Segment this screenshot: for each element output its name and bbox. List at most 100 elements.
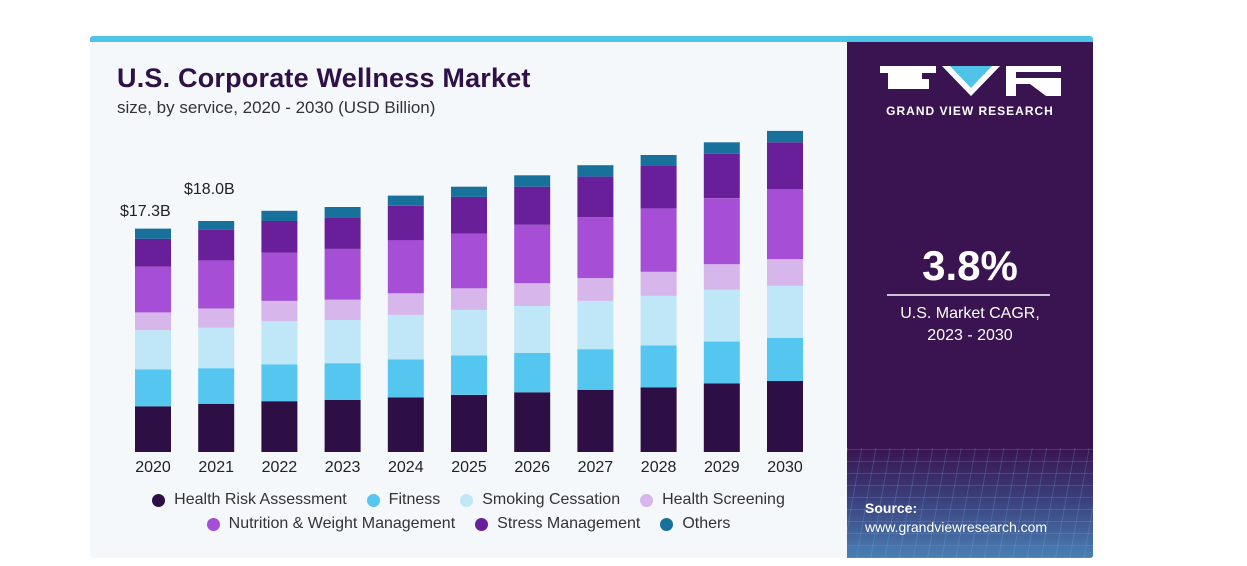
bar-2021-segment-1 — [198, 368, 235, 404]
bar-2024-segment-3 — [387, 293, 424, 315]
bar-2021-segment-0 — [198, 403, 235, 452]
cagr-value: 3.8% — [922, 242, 1018, 289]
bar-2027-segment-1 — [577, 349, 614, 390]
bar-2024-segment-1 — [387, 359, 424, 398]
bar-2020-segment-4 — [135, 266, 171, 313]
bar-2029-segment-5 — [703, 153, 740, 199]
source-label: Source: — [865, 500, 918, 516]
bar-2028-segment-3 — [640, 271, 677, 296]
bar-2022-segment-0 — [261, 401, 298, 452]
chart-subtitle: size, by service, 2020 - 2030 (USD Billi… — [117, 98, 436, 117]
legend-item: Smoking Cessation — [460, 491, 620, 509]
legend-label: Fitness — [388, 491, 441, 508]
chart-title: U.S. Corporate Wellness Market — [117, 63, 531, 93]
bar-2029-segment-3 — [703, 264, 740, 290]
bar-2023-segment-0 — [324, 400, 361, 452]
x-tick-label: 2027 — [578, 459, 614, 476]
legend-item: Stress Management — [475, 515, 640, 533]
bar-2023-segment-2 — [324, 320, 361, 364]
bar-2027-segment-6 — [577, 165, 614, 177]
bar-2020-segment-6 — [135, 228, 171, 239]
x-tick-label: 2028 — [641, 459, 677, 476]
legend-label: Health Screening — [662, 491, 785, 508]
bar-2025-segment-5 — [451, 196, 487, 234]
bar-2030-segment-3 — [767, 259, 803, 286]
annotation-2020: $17.3B — [120, 203, 171, 220]
bar-2028-segment-4 — [640, 208, 677, 272]
bar-2023-segment-5 — [324, 217, 361, 249]
legend-item: Fitness — [366, 491, 441, 509]
bar-2030-segment-4 — [767, 189, 803, 260]
bar-2026-segment-4 — [514, 224, 551, 284]
x-tick-label: 2024 — [388, 459, 424, 476]
bar-2024-segment-2 — [387, 314, 424, 360]
bar-2021-segment-3 — [198, 308, 235, 328]
bar-2025-segment-3 — [451, 288, 487, 310]
divider — [887, 294, 1050, 296]
bar-2020-segment-2 — [135, 330, 171, 370]
bar-2022-segment-4 — [261, 252, 298, 301]
legend-item: Health Screening — [640, 491, 785, 509]
legend-swatch — [152, 493, 166, 507]
bar-2020-segment-0 — [135, 406, 171, 452]
bar-2028-segment-2 — [640, 295, 677, 346]
bar-2027-segment-0 — [577, 389, 614, 452]
bar-2020-segment-1 — [135, 369, 171, 407]
bar-2029-segment-4 — [703, 198, 740, 265]
bar-2026-segment-5 — [514, 186, 551, 225]
legend-row-2: Nutrition & Weight Management Stress Mana… — [90, 515, 847, 533]
bar-2023-segment-6 — [324, 207, 361, 218]
legend-item: Health Risk Assessment — [152, 491, 347, 509]
legend-swatch — [460, 493, 474, 507]
bar-2024-segment-5 — [387, 205, 424, 241]
bar-2022-segment-5 — [261, 221, 298, 253]
bar-2027-segment-2 — [577, 301, 614, 350]
bar-2020-segment-5 — [135, 238, 171, 267]
side-panel: GRAND VIEW RESEARCH 3.8% U.S. Market CAG… — [847, 42, 1093, 558]
source-url: www.grandviewresearch.com — [865, 519, 1048, 535]
x-tick-label: 2026 — [514, 459, 550, 476]
bar-2024-segment-6 — [387, 195, 424, 206]
stacked-bar-chart: 2020 2021 2022 2023 2024 2025 2026 2027 2028 2029… — [120, 130, 803, 476]
accent-bar — [90, 36, 1093, 42]
legend-swatch — [475, 517, 489, 531]
chart-card: U.S. Corporate Wellness Market size, by … — [90, 36, 1093, 558]
legend-row-1: Health Risk Assessment Fitness Smoking Ces… — [90, 491, 847, 509]
bar-2030-segment-6 — [767, 130, 803, 143]
bar-2021-segment-4 — [198, 260, 235, 309]
bar-2026-segment-6 — [514, 175, 551, 187]
bar-2027-segment-5 — [577, 176, 614, 218]
bar-2026-segment-3 — [514, 283, 551, 306]
bar-2025-segment-2 — [451, 309, 487, 356]
cagr-label-line2: 2023 - 2030 — [927, 327, 1013, 344]
legend-label: Health Risk Assessment — [174, 491, 347, 508]
bar-2026-segment-2 — [514, 306, 551, 353]
bar-2028-segment-1 — [640, 345, 677, 388]
legend-item: Nutrition & Weight Management — [206, 515, 456, 533]
x-tick-label: 2020 — [135, 459, 171, 476]
bar-2024-segment-0 — [387, 397, 424, 452]
bar-2028-segment-6 — [640, 155, 677, 166]
legend-label: Nutrition & Weight Management — [228, 515, 456, 532]
bar-2029-segment-0 — [703, 383, 740, 452]
decorative-grid — [847, 448, 1093, 558]
bar-2030-segment-5 — [767, 142, 803, 190]
legend-label: Others — [682, 515, 731, 532]
bar-2021-segment-5 — [198, 229, 235, 261]
bar-2022-segment-2 — [261, 321, 298, 365]
x-tick-label: 2025 — [451, 459, 487, 476]
bar-2021-segment-6 — [198, 221, 235, 230]
bar-2030-segment-1 — [767, 337, 803, 381]
legend-label: Stress Management — [497, 515, 641, 532]
legend-item: Others — [660, 515, 730, 533]
x-tick-label: 2021 — [198, 459, 234, 476]
bar-2023-segment-3 — [324, 299, 361, 320]
bar-2029-segment-6 — [703, 142, 740, 154]
cagr-label: U.S. Market CAGR, 2023 - 2030 — [847, 303, 1093, 347]
bar-2022-segment-1 — [261, 364, 298, 402]
bar-2030-segment-2 — [767, 285, 803, 338]
x-tick-label: 2030 — [767, 459, 803, 476]
bar-2025-segment-6 — [451, 186, 487, 197]
cagr-label-line1: U.S. Market CAGR, — [900, 305, 1040, 322]
bar-2023-segment-4 — [324, 248, 361, 300]
